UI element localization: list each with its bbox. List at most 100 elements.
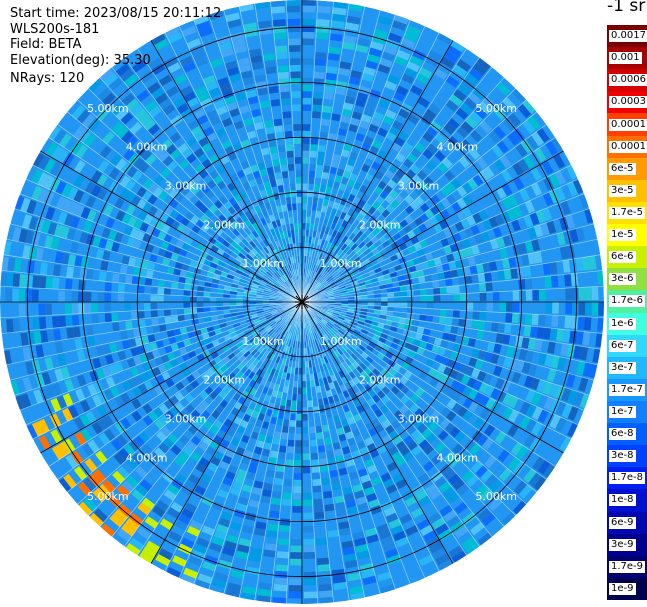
- ppi-gate: [518, 278, 526, 290]
- ppi-gate: [120, 130, 134, 144]
- ppi-gate: [484, 473, 498, 488]
- ppi-gate: [197, 286, 205, 292]
- ppi-gate: [346, 269, 354, 276]
- ppi-gate: [472, 379, 483, 391]
- ppi-gate: [462, 194, 473, 206]
- ppi-gate: [43, 158, 56, 174]
- ppi-gate: [33, 389, 44, 404]
- ppi-gate: [50, 397, 62, 412]
- colorbar-tick-label: 1e-8: [609, 494, 636, 507]
- ppi-gate: [511, 219, 521, 232]
- ppi-gate: [505, 312, 513, 323]
- ppi-gate: [348, 123, 358, 133]
- ppi-gate: [226, 534, 239, 544]
- ppi-gate: [306, 203, 312, 211]
- ppi-gate: [273, 25, 287, 34]
- ppi-gate: [387, 302, 395, 307]
- ppi-gate: [307, 269, 311, 277]
- ppi-gate: [0, 272, 7, 287]
- colorbar-tick-label: 0.0006: [609, 74, 647, 87]
- range-ring-label: 4.00km: [126, 141, 168, 154]
- ppi-gate: [180, 573, 196, 585]
- ppi-gate: [191, 279, 199, 286]
- ppi-gate: [191, 79, 205, 91]
- ppi-gate: [353, 350, 361, 358]
- ppi-gate: [406, 152, 418, 164]
- ppi-gate: [262, 321, 269, 328]
- ppi-gate: [355, 230, 364, 238]
- ppi-gate: [456, 125, 469, 138]
- ppi-gate: [540, 222, 550, 236]
- ppi-gate: [127, 378, 138, 389]
- ppi-gate: [381, 240, 391, 248]
- ppi-gate: [89, 512, 104, 528]
- ppi-gate: [126, 457, 139, 470]
- ppi-gate: [492, 125, 506, 140]
- ppi-gate: [125, 179, 136, 191]
- ppi-gate: [234, 92, 247, 102]
- ppi-gate: [147, 334, 156, 343]
- ppi-gate: [444, 468, 457, 481]
- ppi-gate: [145, 540, 161, 554]
- ppi-gate: [368, 341, 377, 349]
- ppi-gate: [374, 267, 382, 274]
- ppi-gate: [371, 247, 380, 255]
- ppi-gate: [302, 255, 305, 263]
- ppi-gate: [327, 321, 334, 327]
- ppi-gate: [270, 450, 279, 459]
- ppi-gate: [302, 380, 307, 388]
- ppi-gate: [438, 279, 447, 287]
- ppi-gate: [343, 102, 354, 111]
- ppi-gate: [102, 479, 116, 494]
- ppi-gate: [428, 511, 442, 524]
- ppi-gate: [290, 277, 294, 285]
- ray-gap: [25, 178, 303, 303]
- ppi-gate: [506, 302, 513, 312]
- ppi-gate: [214, 328, 223, 336]
- ppi-gate: [328, 329, 335, 337]
- colorbar-tick-label: 1e-9: [609, 582, 636, 595]
- ppi-gate: [107, 494, 122, 508]
- ppi-gate: [179, 108, 193, 120]
- ppi-gate: [319, 596, 334, 604]
- ppi-gate: [311, 459, 320, 467]
- ppi-gate: [337, 281, 345, 286]
- ppi-gate: [263, 323, 271, 330]
- ppi-gate: [255, 235, 263, 244]
- ppi-gate: [115, 107, 129, 121]
- ray-gap: [88, 301, 303, 516]
- ray-gap: [57, 124, 303, 303]
- ppi-gate: [307, 393, 313, 401]
- ppi-gate: [556, 232, 566, 246]
- ray-gap: [301, 301, 594, 381]
- ppi-gate: [318, 191, 325, 199]
- ppi-gate: [480, 340, 489, 351]
- ppi-gate: [129, 537, 145, 551]
- ppi-gate: [571, 302, 579, 315]
- ppi-gate: [266, 166, 274, 175]
- ppi-gate: [242, 585, 257, 595]
- ppi-gate: [316, 345, 321, 353]
- ppi-gate: [596, 270, 604, 285]
- ppi-gate: [495, 332, 504, 344]
- ppi-gate: [115, 383, 126, 395]
- colorbar-tick-label: 0.0003: [609, 96, 647, 109]
- ppi-gate: [488, 130, 501, 144]
- ppi-gate: [416, 269, 425, 277]
- ppi-gate: [399, 219, 409, 228]
- ppi-gate: [471, 274, 479, 284]
- ppi-gate: [456, 83, 471, 97]
- ppi-gate: [90, 184, 102, 198]
- ppi-gate: [96, 345, 105, 357]
- ppi-gate: [203, 307, 211, 313]
- ppi-gate: [303, 565, 317, 573]
- ppi-gate: [135, 466, 148, 479]
- ppi-gate: [241, 326, 250, 332]
- colorbar-tick-label: 1.7e-5: [609, 206, 646, 219]
- ppi-gate: [545, 302, 553, 314]
- ppi-gate: [262, 239, 269, 247]
- ppi-gate: [130, 195, 142, 207]
- ppi-gate: [458, 276, 466, 285]
- ppi-gate: [341, 360, 349, 369]
